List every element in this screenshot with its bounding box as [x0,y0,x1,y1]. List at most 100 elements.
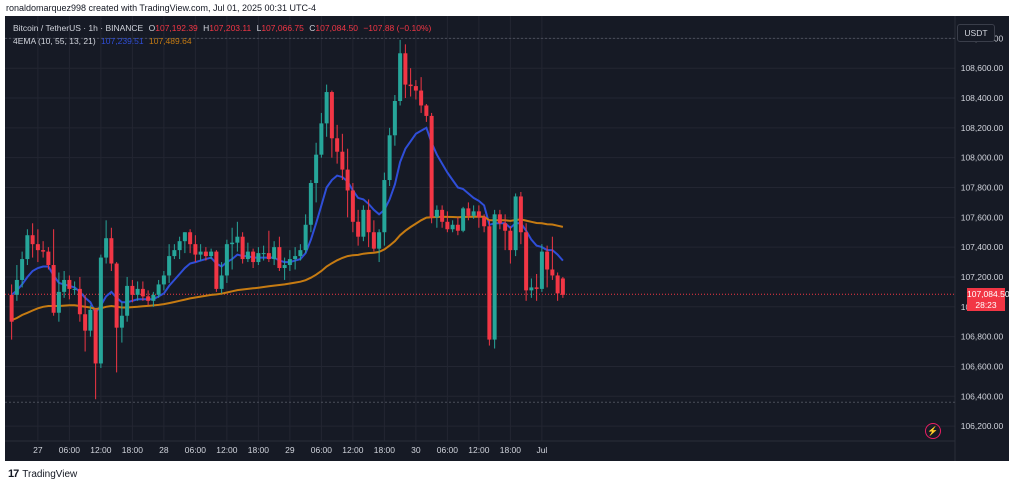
candle-body [434,209,439,218]
candle-body [429,115,434,218]
candle-body [366,209,371,233]
currency-button[interactable]: USDT [957,24,995,42]
candle-body [392,101,397,136]
time-axis[interactable]: 27 06:00 12:00 18:00 28 06:00 12:00 18:00 29 06:0… [33,445,547,455]
ema-fast-value: 107,239.51 [101,36,144,46]
candle-body [167,256,172,276]
x-tick-label: 12:00 [468,445,490,455]
candle-body [298,250,303,257]
candle-body [161,275,166,285]
candle-body [277,247,282,269]
candle-body [424,105,429,116]
candle-body [172,250,177,257]
candle-body [476,211,481,218]
x-tick-label: 12:00 [216,445,238,455]
candle-body [555,275,560,294]
candle-body [356,221,361,237]
candle-body [56,291,61,313]
x-tick-label: Jul [536,445,547,455]
candle-body [487,226,492,340]
candle-body [361,209,366,237]
x-tick-label: 18:00 [374,445,396,455]
x-tick-label: 18:00 [248,445,270,455]
symbol-name: Bitcoin / TetherUS · 1h · BINANCE [13,23,144,33]
x-tick-label: 06:00 [311,445,333,455]
candle-body [203,251,208,257]
candle-body [350,190,355,222]
candle-body [329,92,334,139]
price-axis[interactable]: 106,200.00 106,400.00 106,600.00 106,800.00… [961,33,1004,431]
candle-body [151,294,156,301]
tradingview-logo-icon: 17 [8,468,19,480]
candle-body [156,284,161,295]
candle-body [224,244,229,276]
candle-body [130,285,135,295]
candle-body [114,263,119,328]
price-chart[interactable]: 106,200.00 106,400.00 106,600.00 106,800.00… [5,16,1009,461]
candle-body [524,232,529,291]
lightning-bolt-icon[interactable]: ⚡ [925,423,941,439]
candle-body [88,309,93,331]
chart-frame[interactable]: 106,200.00 106,400.00 106,600.00 106,800.00… [5,16,1009,461]
candle-body [266,253,271,260]
candle-body [545,251,550,270]
x-tick-label: 28 [159,445,169,455]
x-tick-label: 27 [33,445,43,455]
candles[interactable] [9,39,565,400]
candle-body [272,247,277,260]
candle-body [209,251,214,257]
x-tick-label: 06:00 [59,445,81,455]
candle-body [219,275,224,289]
y-tick-label: 107,600.00 [961,212,1004,222]
candle-body [466,208,471,216]
candle-body [125,285,130,316]
candle-body [98,257,103,364]
y-tick-label: 106,600.00 [961,361,1004,371]
candle-body [41,250,46,252]
candle-body [25,235,30,260]
candle-body [35,244,40,251]
candle-body [119,315,124,328]
symbol-legend[interactable]: Bitcoin / TetherUS · 1h · BINANCE O107,1… [13,23,434,33]
candle-body [455,224,460,231]
candle-body [508,230,513,251]
last-price-value: 107,084.50 [967,289,1009,300]
ema-legend[interactable]: 4EMA (10, 55, 13, 21) 107,239.51 107,489… [13,36,195,46]
candle-body [324,92,329,124]
candle-body [256,253,261,263]
y-tick-label: 107,800.00 [961,182,1004,192]
dashed-levels [5,37,955,403]
footer-brand: TradingView [22,468,78,480]
candle-body [293,256,298,260]
candle-body [303,224,308,251]
candle-body [382,180,387,233]
last-price-label: 107,084.50 28:23 [967,288,1009,312]
y-tick-label: 108,000.00 [961,153,1004,163]
bar-countdown: 28:23 [975,299,997,310]
candle-body [419,90,424,106]
candle-body [93,309,98,364]
candle-body [198,251,203,255]
candle-body [482,217,487,227]
candle-body [146,296,151,301]
candle-body [513,196,518,251]
candle-body [340,151,345,170]
candle-body [77,288,82,315]
x-tick-label: 18:00 [500,445,522,455]
candle-body [230,242,235,245]
candle-body [72,288,77,290]
low-value: 107,066.75 [261,23,304,33]
candle-body [550,269,555,276]
candle-body [177,241,182,251]
candle-body [140,288,145,297]
candle-body [398,53,403,101]
candle-body [503,223,508,231]
high-value: 107,203.11 [209,23,252,33]
candle-body [377,232,382,249]
candle-body [445,221,450,230]
candle-body [30,235,35,245]
candle-body [51,265,56,313]
candle-body [214,251,219,289]
candle-body [345,169,350,191]
ema-name: 4EMA (10, 55, 13, 21) [13,36,96,46]
